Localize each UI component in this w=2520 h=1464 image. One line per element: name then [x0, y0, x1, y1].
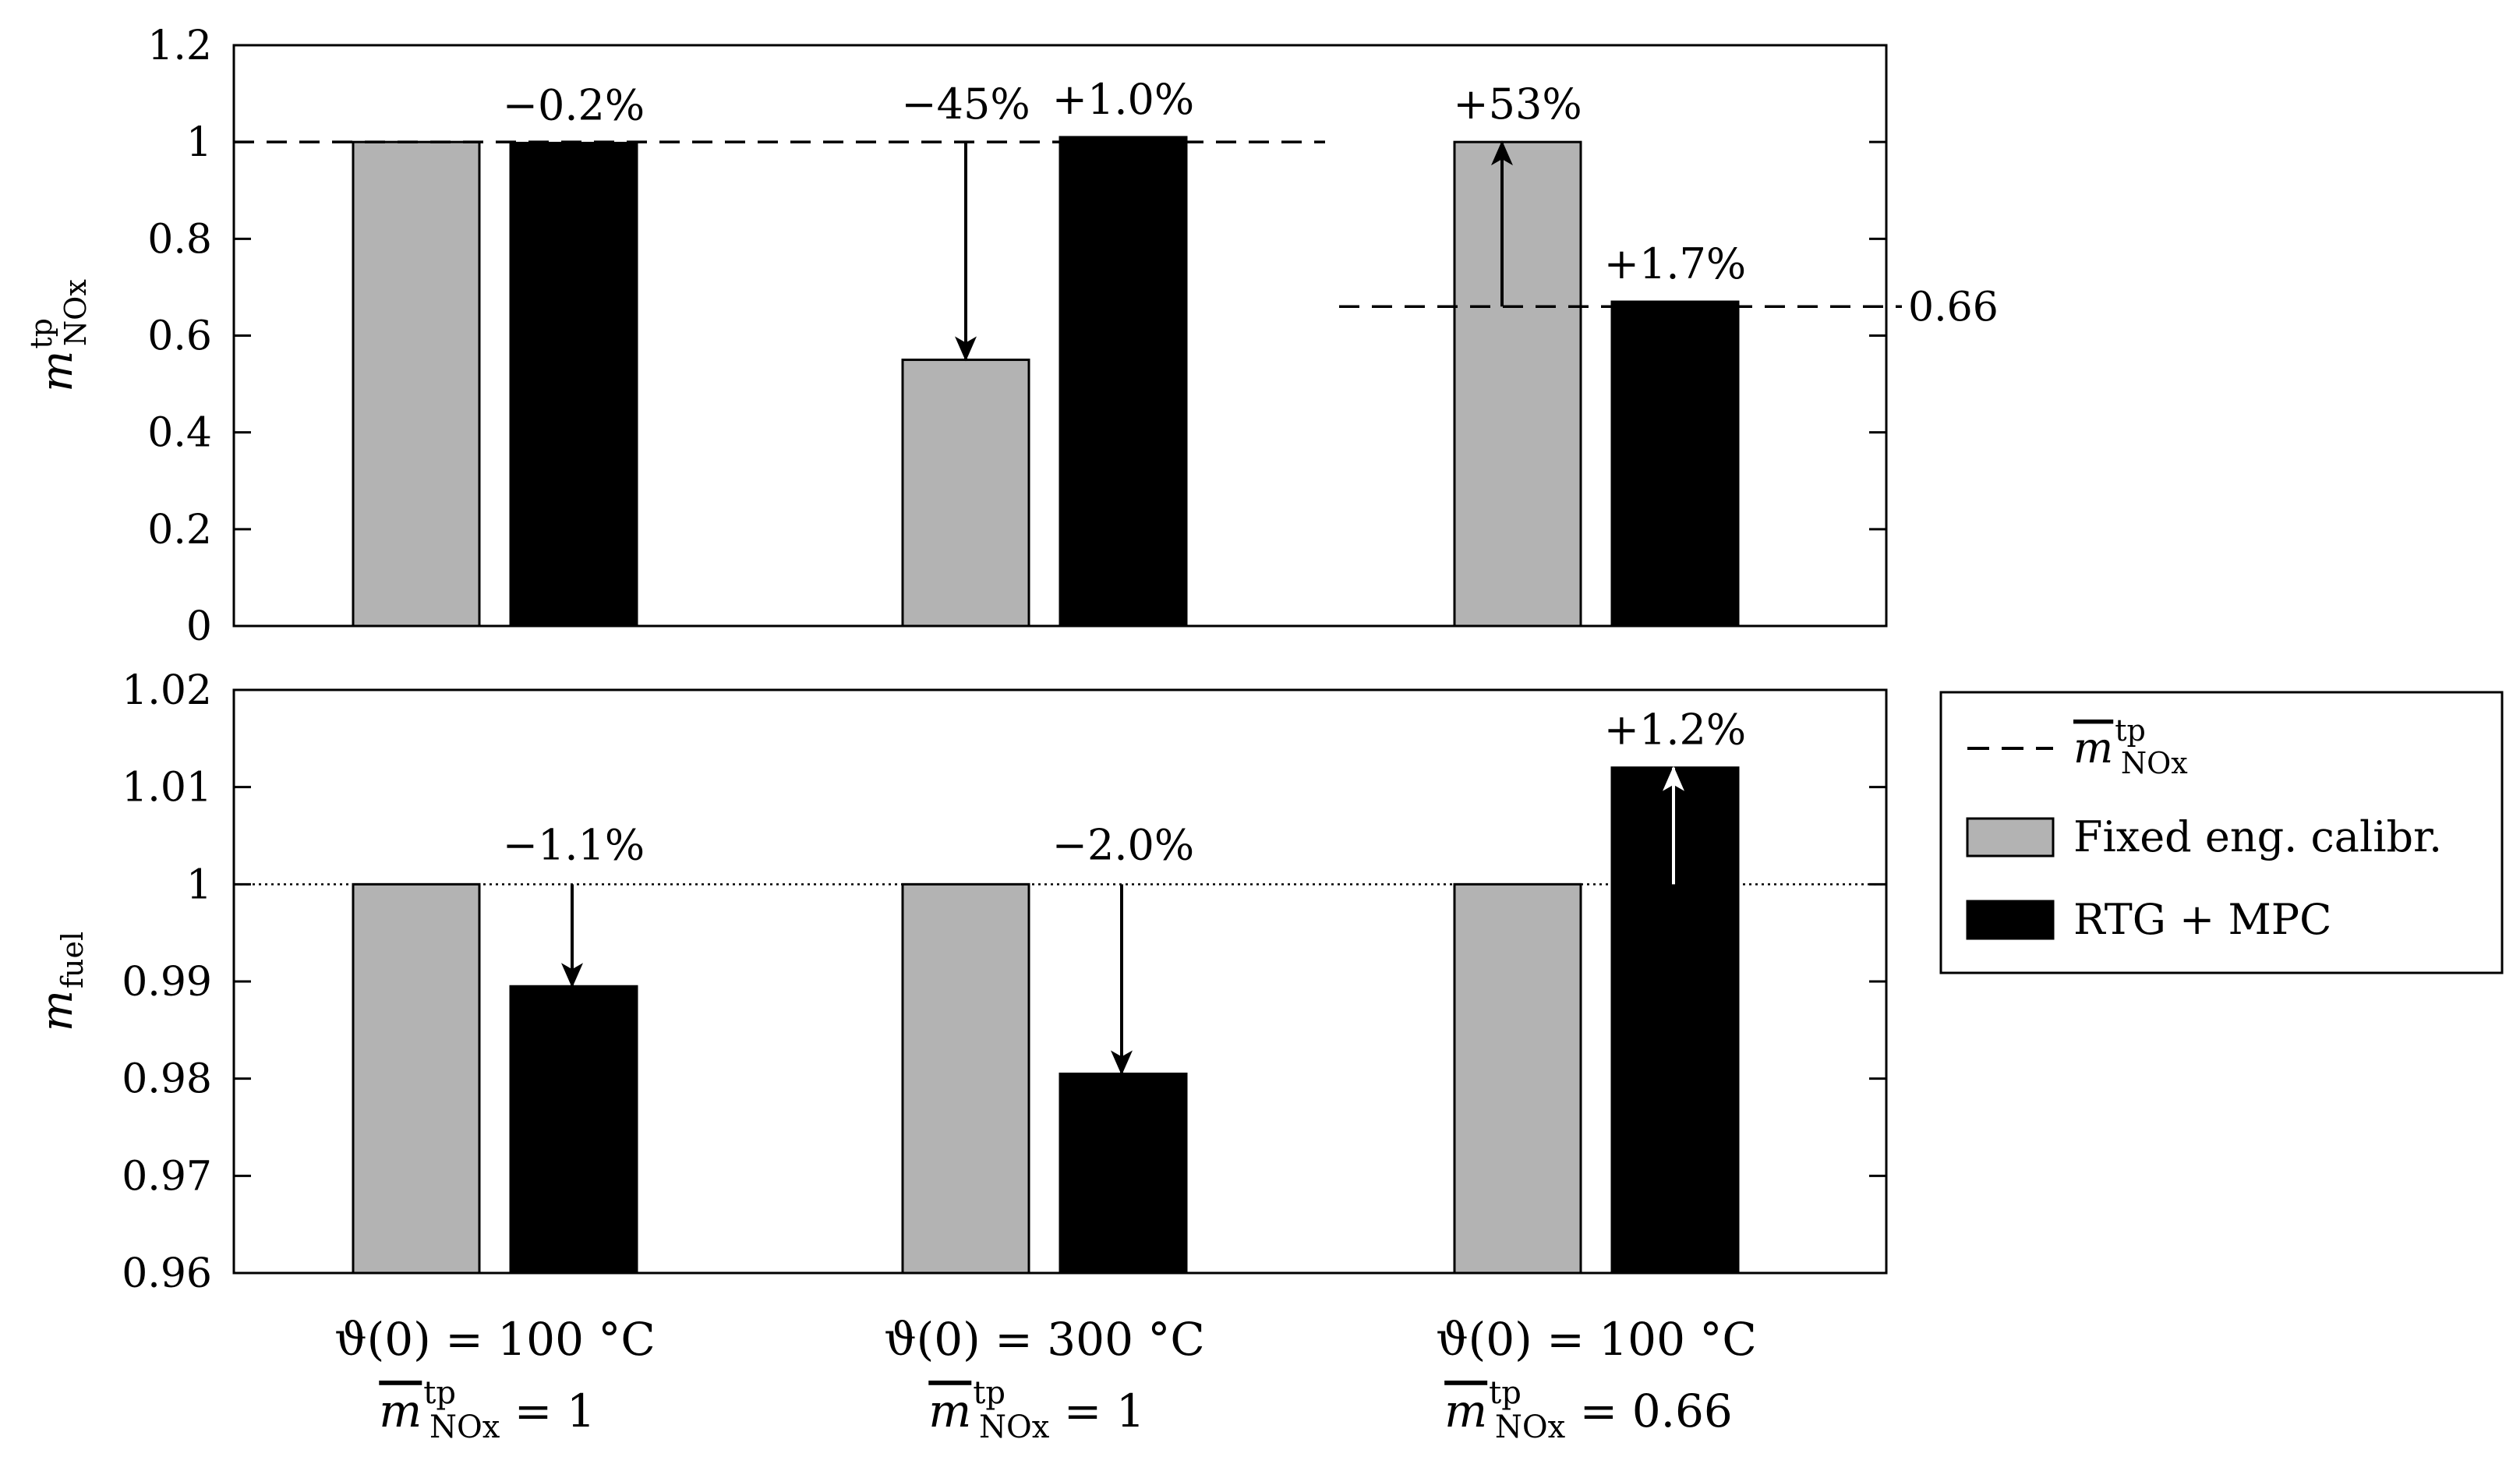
bar-rtg-mpc-top-2 [1610, 300, 1740, 628]
bar-rtg-mpc-top-1 [1059, 136, 1188, 628]
category-label-line2: mtp NOx = 1 [379, 1375, 595, 1445]
bar-fixed-calibr-top-2 [1453, 140, 1582, 628]
y-axis-label-bottom: mfuel [32, 932, 90, 1031]
change-annotation: −45% [901, 80, 1030, 129]
legend-label-fixed: Fixed eng. calibr. [2073, 812, 2442, 861]
change-annotation: −2.0% [1052, 820, 1194, 869]
y-tick-label: 0.98 [122, 1056, 212, 1103]
y-tick-label: 1.02 [122, 667, 212, 714]
bar-rtg-mpc-top-0 [509, 141, 638, 628]
category-label-line2: mtp NOx = 1 [928, 1375, 1144, 1445]
y-tick-label: 0.2 [147, 507, 212, 553]
legend-label-rtg: RTG + MPC [2073, 895, 2331, 944]
y-tick-label: 0.8 [147, 216, 212, 263]
bar-fixed-calibr-bottom-2 [1453, 882, 1582, 1275]
category-label-line1: ϑ(0) = 100 °C [1436, 1313, 1757, 1366]
y-tick-label: 0.97 [122, 1153, 212, 1200]
y-tick-label: 1.01 [122, 765, 212, 812]
bar-rtg-mpc-bottom-1 [1059, 1072, 1188, 1275]
category-label-line2: mtp NOx = 0.66 [1444, 1375, 1733, 1445]
y-tick-label: 0 [186, 603, 212, 650]
change-annotation: −1.1% [503, 820, 645, 869]
y-tick-label: 0.4 [147, 410, 212, 457]
bar-fixed-calibr-top-0 [352, 140, 481, 628]
y-tick-label: 0.96 [122, 1250, 212, 1297]
y-tick-label: 1 [186, 861, 212, 908]
bar-fixed-calibr-bottom-0 [352, 882, 481, 1275]
bar-rtg-mpc-bottom-0 [509, 985, 638, 1275]
category-label-line1: ϑ(0) = 100 °C [334, 1313, 656, 1366]
change-annotation: +1.7% [1604, 239, 1746, 288]
legend-swatch-fixed [1966, 817, 2055, 858]
legend-label-target: mtp NOx [2073, 713, 2188, 780]
change-annotation: +1.2% [1604, 705, 1746, 755]
category-label-line1: ϑ(0) = 300 °C [884, 1313, 1205, 1366]
bar-fixed-calibr-bottom-1 [901, 882, 1030, 1275]
y-tick-label: 1.2 [147, 23, 212, 69]
target-value-label: 0.66 [1908, 284, 1999, 331]
bar-fixed-calibr-top-1 [901, 359, 1030, 628]
y-tick-label: 0.6 [147, 313, 212, 360]
change-annotation: +1.0% [1052, 75, 1194, 124]
y-tick-label: 0.99 [122, 959, 212, 1006]
y-tick-label: 1 [186, 119, 212, 166]
change-annotation: −0.2% [503, 80, 645, 129]
y-axis-label-top: mtpNOx [24, 279, 93, 392]
legend-swatch-rtg [1966, 900, 2055, 940]
change-annotation: +53% [1453, 80, 1582, 129]
